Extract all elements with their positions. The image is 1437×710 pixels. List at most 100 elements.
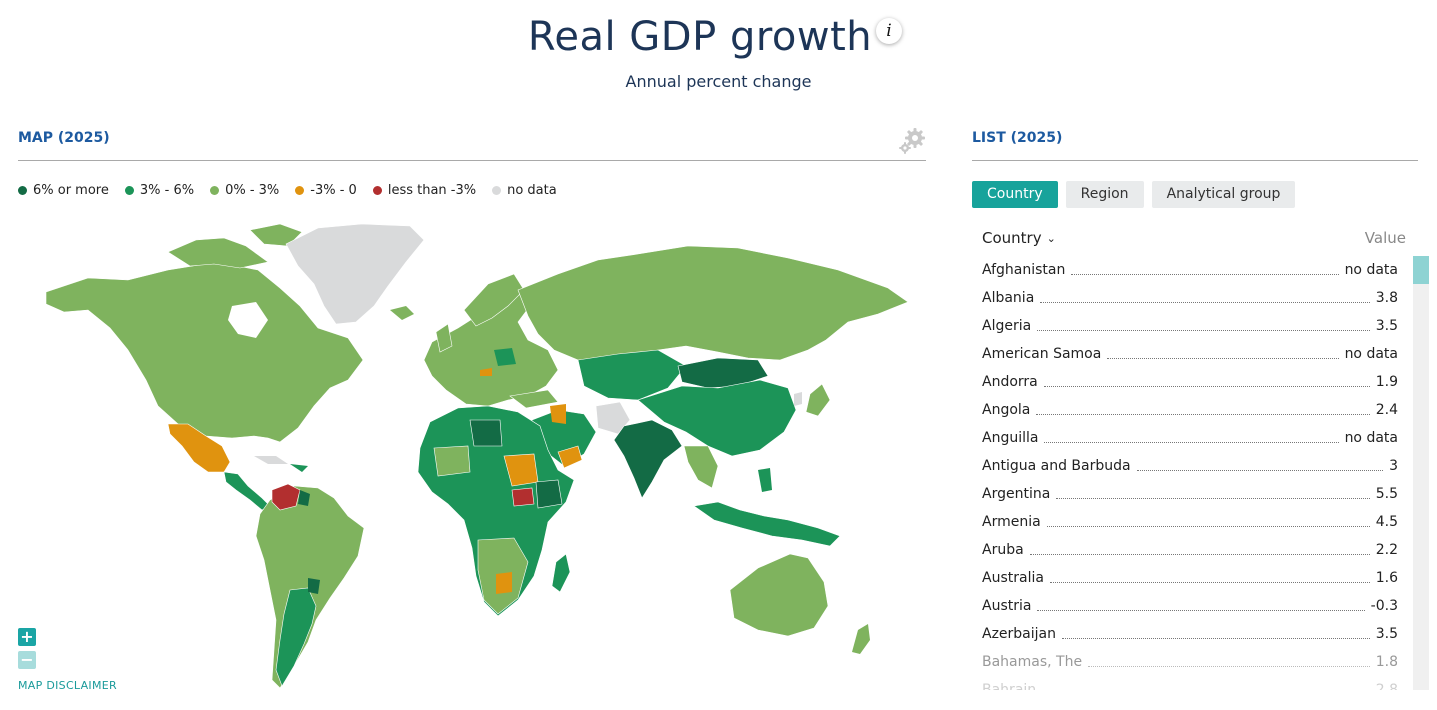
legend-swatch bbox=[372, 186, 382, 195]
list-item[interactable]: Armenia 4.5 bbox=[982, 508, 1398, 536]
map-region-venezuela[interactable] bbox=[271, 483, 301, 511]
map-region-libya[interactable] bbox=[469, 419, 503, 447]
legend-swatch bbox=[124, 186, 134, 195]
map-region-central-asia[interactable] bbox=[577, 349, 687, 401]
tab-region[interactable]: Region bbox=[1065, 181, 1144, 208]
map-region-china[interactable] bbox=[637, 379, 797, 457]
tab-country[interactable]: Country bbox=[972, 181, 1058, 208]
list-item[interactable]: Bahamas, The 1.8 bbox=[982, 648, 1398, 676]
country-value: no data bbox=[1344, 430, 1398, 446]
list-scrollbar[interactable] bbox=[1413, 256, 1429, 690]
map-region-sahel[interactable] bbox=[433, 445, 471, 477]
map-region-iceland[interactable] bbox=[390, 306, 414, 320]
map-region-mongolia[interactable] bbox=[677, 357, 769, 389]
scrollbar-thumb[interactable] bbox=[1413, 256, 1429, 284]
map-disclaimer-link[interactable]: MAP DISCLAIMER bbox=[18, 679, 117, 692]
country-name: Angola bbox=[982, 402, 1031, 418]
map-region-guyana[interactable] bbox=[298, 490, 310, 506]
list-header: Country ⌄ Value bbox=[982, 229, 1406, 249]
map-region-botswana[interactable] bbox=[496, 572, 512, 594]
map-divider bbox=[18, 160, 926, 161]
list-item[interactable]: Austria -0.3 bbox=[982, 592, 1398, 620]
country-value: 5.5 bbox=[1375, 486, 1398, 502]
map-region-arctic-islands[interactable] bbox=[167, 223, 303, 269]
map-region-hungary[interactable] bbox=[480, 368, 492, 376]
map-region-iraq[interactable] bbox=[550, 404, 566, 424]
map-region-poland[interactable] bbox=[494, 348, 516, 366]
list-item[interactable]: Afghanistan no data bbox=[982, 256, 1398, 284]
list-item[interactable]: Bahrain 2.8 bbox=[982, 676, 1398, 690]
list-item[interactable]: Albania 3.8 bbox=[982, 284, 1398, 312]
map-region-madagascar[interactable] bbox=[551, 553, 571, 593]
map-region-cuba[interactable] bbox=[254, 456, 288, 464]
legend-label: 3% - 6% bbox=[139, 183, 195, 198]
map-region-yemen[interactable] bbox=[557, 445, 583, 469]
map-region-russia[interactable] bbox=[517, 245, 909, 363]
world-map[interactable] bbox=[18, 210, 926, 700]
map-region-new-zealand[interactable] bbox=[852, 624, 870, 654]
legend-item[interactable]: 0% - 3% bbox=[210, 183, 279, 198]
legend-item[interactable]: no data bbox=[492, 183, 557, 198]
zoom-out-button[interactable]: − bbox=[18, 651, 36, 669]
map-region-south-sudan[interactable] bbox=[511, 487, 535, 507]
dotted-leader bbox=[1046, 525, 1370, 527]
map-region-central-america[interactable] bbox=[223, 471, 271, 511]
map-region-argentina[interactable] bbox=[275, 587, 317, 687]
info-icon[interactable]: i bbox=[876, 18, 902, 44]
country-name: Anguilla bbox=[982, 430, 1039, 446]
map-region-turkey[interactable] bbox=[509, 389, 559, 409]
map-region-scandinavia[interactable] bbox=[463, 273, 525, 327]
country-value: -0.3 bbox=[1370, 598, 1398, 614]
map-region-paraguay[interactable] bbox=[308, 578, 320, 594]
list-item[interactable]: Australia 1.6 bbox=[982, 564, 1398, 592]
page-subtitle: Annual percent change bbox=[625, 72, 812, 91]
map-region-north-america[interactable] bbox=[45, 261, 364, 443]
legend-label: 6% or more bbox=[33, 183, 109, 198]
gear-icon[interactable] bbox=[897, 126, 927, 156]
list-item[interactable]: Aruba 2.2 bbox=[982, 536, 1398, 564]
country-name: Argentina bbox=[982, 486, 1051, 502]
country-value: 1.9 bbox=[1375, 374, 1398, 390]
map-region-japan[interactable] bbox=[805, 383, 831, 417]
legend-item[interactable]: -3% - 0 bbox=[295, 183, 357, 198]
map-region-ethiopia[interactable] bbox=[535, 479, 563, 509]
dotted-leader bbox=[1049, 581, 1370, 583]
map-region-southeast-asia[interactable] bbox=[683, 445, 719, 489]
legend-label: 0% - 3% bbox=[225, 183, 280, 198]
map-region-caribbean[interactable] bbox=[290, 464, 308, 472]
legend-item[interactable]: 6% or more bbox=[18, 183, 109, 198]
dotted-leader bbox=[1037, 609, 1365, 611]
legend-item[interactable]: 3% - 6% bbox=[124, 183, 195, 198]
map-region-uk[interactable] bbox=[435, 323, 453, 353]
map-region-australia[interactable] bbox=[729, 553, 829, 637]
legend-item[interactable]: less than -3% bbox=[372, 183, 476, 198]
dotted-leader bbox=[1107, 357, 1339, 359]
value-column-header[interactable]: Value bbox=[1364, 229, 1406, 247]
country-name: Andorra bbox=[982, 374, 1038, 390]
sort-country-header[interactable]: Country ⌄ bbox=[982, 229, 1056, 247]
list-item[interactable]: Anguilla no data bbox=[982, 424, 1398, 452]
country-name: Bahamas, The bbox=[982, 654, 1083, 670]
country-column-label: Country bbox=[982, 229, 1042, 247]
list-item[interactable]: Argentina 5.5 bbox=[982, 480, 1398, 508]
list-item[interactable]: Azerbaijan 3.5 bbox=[982, 620, 1398, 648]
map-region-korea[interactable] bbox=[794, 392, 802, 406]
tab-analytical-group[interactable]: Analytical group bbox=[1151, 181, 1296, 208]
country-list[interactable]: Afghanistan no data Albania 3.8 Algeria 3.5… bbox=[982, 256, 1398, 690]
zoom-in-button[interactable]: + bbox=[18, 628, 36, 646]
map-region-indonesia[interactable] bbox=[693, 501, 841, 547]
page-title: Real GDP growth bbox=[527, 14, 873, 60]
map-region-greenland[interactable] bbox=[285, 223, 425, 325]
list-item[interactable]: Andorra 1.9 bbox=[982, 368, 1398, 396]
country-name: Bahrain bbox=[982, 682, 1037, 690]
list-item[interactable]: Algeria 3.5 bbox=[982, 312, 1398, 340]
list-item[interactable]: American Samoa no data bbox=[982, 340, 1398, 368]
country-value: 1.8 bbox=[1375, 654, 1398, 670]
map-region-philippines[interactable] bbox=[758, 468, 772, 492]
country-name: Albania bbox=[982, 290, 1035, 306]
map-region-india[interactable] bbox=[613, 419, 683, 499]
dotted-leader bbox=[1088, 665, 1370, 667]
header: Real GDP growth i Annual percent change bbox=[0, 0, 1437, 100]
list-item[interactable]: Angola 2.4 bbox=[982, 396, 1398, 424]
list-item[interactable]: Antigua and Barbuda 3 bbox=[982, 452, 1398, 480]
